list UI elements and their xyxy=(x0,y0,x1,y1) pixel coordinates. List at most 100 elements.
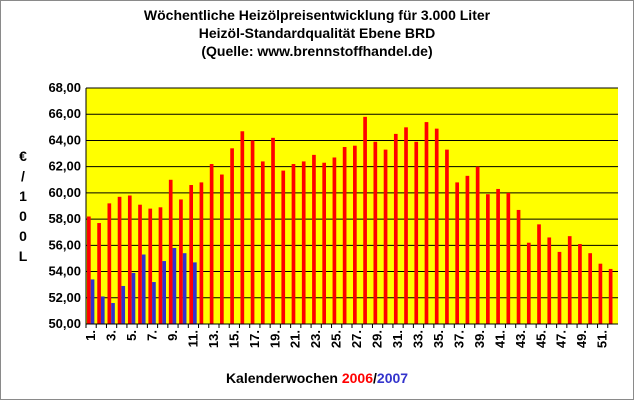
bar-2006 xyxy=(168,179,173,324)
bar-2006 xyxy=(557,251,562,324)
bar-2006 xyxy=(588,253,593,324)
x-tick-label: 17. xyxy=(247,330,262,348)
y-tick-label: 58,00 xyxy=(48,211,81,226)
x-axis-label-prefix: Kalenderwochen xyxy=(225,370,342,386)
bar-2006 xyxy=(158,207,163,324)
x-axis-label-separator: / xyxy=(373,370,377,386)
bar-2006 xyxy=(199,182,204,324)
bar-2006 xyxy=(220,174,224,324)
y-tick-label: 54,00 xyxy=(48,264,81,279)
bar-2006 xyxy=(97,223,101,324)
bar-2006 xyxy=(486,194,490,324)
x-tick-label: 37. xyxy=(451,330,466,348)
x-tick-label: 43. xyxy=(513,330,528,348)
x-tick-label: 5. xyxy=(124,330,139,341)
bar-2006 xyxy=(445,149,449,324)
bar-2006 xyxy=(107,203,112,324)
x-tick-label: 27. xyxy=(349,330,364,348)
y-tick-label: 50,00 xyxy=(48,316,81,331)
y-axis-label-char-1: € xyxy=(19,148,27,164)
x-tick-label: 23. xyxy=(308,330,323,348)
bar-2006 xyxy=(332,157,337,324)
bar-2006 xyxy=(404,127,408,324)
x-tick-label: 33. xyxy=(411,330,426,348)
bar-2006 xyxy=(301,161,306,324)
bar-2006 xyxy=(537,224,541,324)
x-tick-label: 49. xyxy=(574,330,589,348)
y-tick-label: 64,00 xyxy=(48,132,81,147)
x-tick-label: 19. xyxy=(267,330,282,348)
bar-2006 xyxy=(179,199,183,324)
x-tick-label: 35. xyxy=(431,330,446,348)
x-tick-label: 31. xyxy=(390,330,405,348)
bar-2007 xyxy=(141,254,146,324)
bar-2006 xyxy=(424,122,429,324)
bar-2006 xyxy=(578,244,582,324)
bar-2006 xyxy=(230,148,234,324)
bar-2007 xyxy=(90,279,95,324)
x-tick-label: 3. xyxy=(104,330,119,341)
x-tick-label: 11. xyxy=(185,330,200,347)
x-tick-label: 45. xyxy=(533,330,548,348)
bar-2006 xyxy=(567,236,572,324)
bar-2006 xyxy=(342,147,347,324)
bar-2006 xyxy=(240,131,245,324)
bar-2006 xyxy=(322,162,327,324)
bar-2006 xyxy=(189,185,194,324)
x-tick-label: 15. xyxy=(226,330,241,348)
bar-2006 xyxy=(148,208,153,324)
bar-2006 xyxy=(414,141,419,324)
bar-2006 xyxy=(383,149,388,324)
bar-2006 xyxy=(455,182,460,324)
bar-2006 xyxy=(271,137,275,324)
bar-2006 xyxy=(608,268,613,324)
y-tick-label: 62,00 xyxy=(48,159,81,174)
chart-title-line-2: Heizöl-Standardqualität Ebene BRD xyxy=(198,25,436,41)
bar-2006 xyxy=(117,196,122,324)
x-tick-label: 13. xyxy=(206,330,221,348)
bar-2006 xyxy=(209,164,214,324)
bar-2006 xyxy=(598,263,603,324)
bar-2007 xyxy=(100,296,105,324)
x-tick-label: 29. xyxy=(370,330,385,348)
bar-2006 xyxy=(353,145,357,324)
bar-2007 xyxy=(172,247,177,324)
bar-2006 xyxy=(127,195,132,324)
x-tick-label: 51. xyxy=(595,330,610,348)
x-axis-label-year-2007: 2007 xyxy=(376,370,409,386)
bar-2006 xyxy=(526,242,531,324)
bar-2006 xyxy=(281,170,286,324)
x-tick-label: 25. xyxy=(329,330,344,348)
y-tick-label: 66,00 xyxy=(48,106,81,121)
x-tick-label: 7. xyxy=(145,330,160,341)
chart-title-line-3: (Quelle: www.brennstoffhandel.de) xyxy=(201,43,433,59)
y-axis-label-char-3: 1 xyxy=(19,188,27,204)
y-tick-label: 56,00 xyxy=(48,237,81,252)
y-tick-label: 68,00 xyxy=(48,80,81,95)
bar-2007 xyxy=(193,262,197,324)
bar-2006 xyxy=(547,237,552,324)
y-axis-label-char-2: / xyxy=(21,168,25,184)
bar-2006 xyxy=(393,133,398,324)
bar-2007 xyxy=(131,272,136,324)
bar-2006 xyxy=(260,161,265,324)
y-tick-label: 60,00 xyxy=(48,185,81,200)
bar-2007 xyxy=(111,303,115,324)
bar-2006 xyxy=(516,209,521,324)
x-axis-label: Kalenderwochen 2006/2007 xyxy=(0,370,634,386)
bar-2006 xyxy=(506,192,511,324)
x-tick-label: 39. xyxy=(472,330,487,348)
bar-2006 xyxy=(250,140,255,324)
bar-2006 xyxy=(475,166,480,324)
x-axis-label-year-2006: 2006 xyxy=(341,370,374,386)
x-tick-label: 9. xyxy=(165,330,180,341)
y-axis-label-char-5: 0 xyxy=(19,228,27,244)
y-tick-label: 52,00 xyxy=(48,290,81,305)
bar-2007 xyxy=(152,282,156,324)
x-tick-label: 41. xyxy=(492,330,507,348)
y-axis-label-char-4: 0 xyxy=(19,208,27,224)
chart-title-line-1: Wöchentliche Heizölpreisentwicklung für … xyxy=(143,7,491,23)
x-tick-label: 47. xyxy=(554,330,569,348)
bar-2006 xyxy=(138,204,142,324)
